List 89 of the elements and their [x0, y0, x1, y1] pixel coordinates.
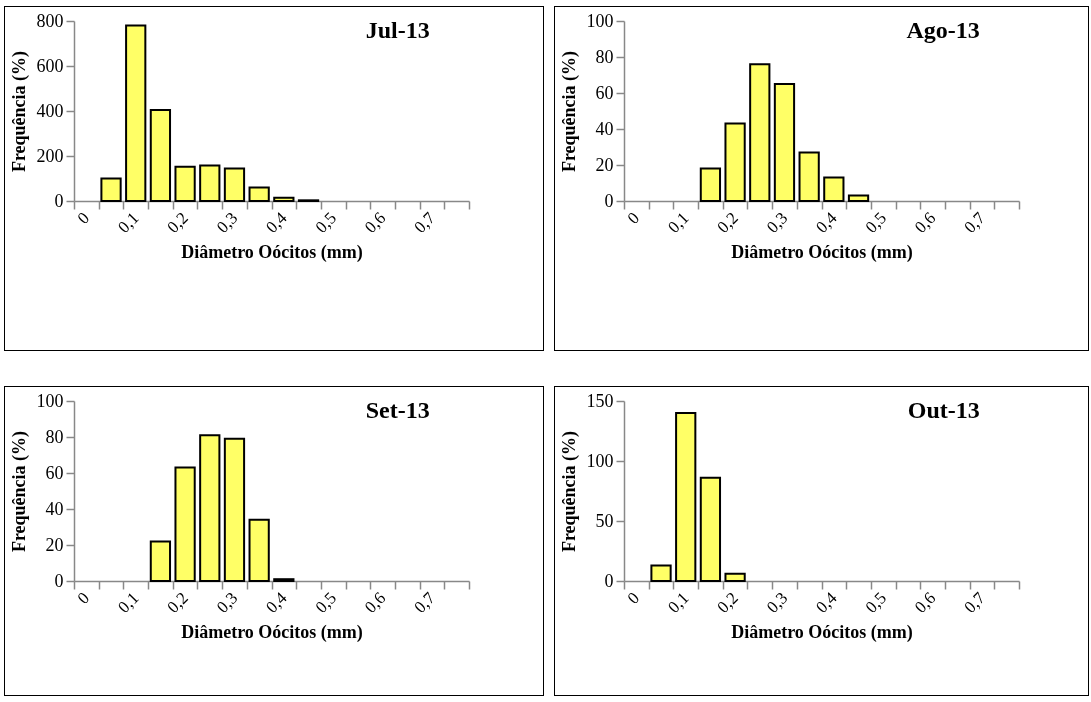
bar — [699, 167, 722, 202]
y-tick-label: 100 — [586, 10, 614, 31]
x-tick-label: 0,6 — [361, 208, 390, 237]
y-tick-label: 0 — [54, 570, 64, 591]
x-tick-label: 0,3 — [762, 208, 792, 237]
bar — [174, 165, 196, 202]
x-axis-title: Diâmetro Oócitos (mm) — [731, 622, 913, 644]
x-tick-label: 0,4 — [262, 208, 292, 237]
x-tick-label: 0,7 — [410, 588, 440, 617]
y-tick-label: 80 — [595, 46, 614, 67]
bar — [650, 564, 672, 582]
bar — [273, 196, 295, 202]
chart-title: Set-13 — [365, 397, 430, 423]
x-tick-label: 0,4 — [262, 588, 292, 617]
x-tick-label: 0,2 — [713, 208, 742, 237]
y-tick-label: 100 — [586, 450, 614, 471]
y-tick-label: 200 — [36, 145, 64, 166]
x-tick-label: 0,2 — [163, 208, 192, 237]
bar — [724, 572, 746, 582]
y-tick-label: 40 — [595, 118, 614, 139]
x-tick-label: 0,2 — [713, 588, 742, 617]
y-tick-label: 80 — [45, 426, 64, 447]
y-tick-label: 600 — [36, 55, 64, 76]
x-tick-label: 0,3 — [212, 208, 242, 237]
x-tick-label: 0 — [623, 208, 644, 228]
x-tick-label: 0,1 — [664, 208, 693, 237]
bar — [724, 122, 746, 202]
y-tick-label: 800 — [36, 10, 64, 31]
y-tick-label: 60 — [45, 462, 64, 483]
x-tick-label: 0,6 — [361, 588, 390, 617]
y-tick-label: 50 — [595, 510, 614, 531]
x-axis-title: Diâmetro Oócitos (mm) — [181, 242, 363, 264]
y-tick-label: 20 — [595, 154, 614, 175]
chart-title: Out-13 — [907, 397, 980, 423]
bar — [798, 151, 820, 202]
x-tick-label: 0,5 — [311, 208, 341, 237]
y-axis-title: Frequência (%) — [8, 430, 30, 553]
x-tick-label: 0,4 — [812, 208, 842, 237]
y-axis-title: Frequência (%) — [8, 50, 30, 173]
y-tick-label: 20 — [45, 534, 64, 555]
x-tick-label: 0,4 — [812, 588, 842, 617]
x-tick-label: 0,2 — [163, 588, 192, 617]
bar — [223, 167, 246, 202]
bar — [749, 63, 771, 202]
y-tick-label: 40 — [45, 498, 64, 519]
x-axis-title: Diâmetro Oócitos (mm) — [731, 242, 913, 264]
y-tick-label: 100 — [36, 390, 64, 411]
x-tick-label: 0 — [73, 588, 94, 608]
y-tick-label: 0 — [54, 190, 64, 211]
x-tick-label: 0,6 — [911, 588, 940, 617]
bar — [773, 83, 796, 202]
y-tick-label: 0 — [604, 570, 614, 591]
x-tick-label: 0,7 — [960, 588, 990, 617]
bar — [823, 176, 845, 202]
bar — [149, 108, 172, 202]
bar — [174, 466, 196, 582]
bar — [675, 412, 697, 582]
x-tick-label: 0 — [73, 208, 94, 228]
bar — [847, 194, 870, 202]
x-tick-label: 0,6 — [911, 208, 940, 237]
y-tick-label: 400 — [36, 100, 64, 121]
bar — [199, 434, 221, 582]
x-tick-label: 0,3 — [762, 588, 792, 617]
bar — [223, 437, 246, 582]
bar — [248, 186, 270, 202]
x-tick-label: 0,1 — [664, 588, 693, 617]
bar — [199, 164, 221, 202]
bar — [149, 540, 172, 582]
x-tick-label: 0,7 — [960, 208, 990, 237]
bar — [100, 177, 122, 202]
x-tick-label: 0,5 — [861, 588, 891, 617]
bar — [125, 24, 147, 202]
chart-title: Jul-13 — [365, 17, 430, 43]
y-axis-title: Frequência (%) — [558, 430, 580, 553]
x-tick-label: 0,7 — [410, 208, 440, 237]
bar — [248, 518, 270, 582]
y-tick-label: 0 — [604, 190, 614, 211]
x-tick-label: 0,5 — [861, 208, 891, 237]
chart-title: Ago-13 — [906, 17, 980, 43]
y-tick-label: 60 — [595, 82, 614, 103]
bar — [699, 476, 722, 582]
x-tick-label: 0,3 — [212, 588, 242, 617]
y-axis-title: Frequência (%) — [558, 50, 580, 173]
x-axis-title: Diâmetro Oócitos (mm) — [181, 622, 363, 644]
x-tick-label: 0,1 — [114, 588, 143, 617]
x-tick-label: 0 — [623, 588, 644, 608]
x-tick-label: 0,5 — [311, 588, 341, 617]
x-tick-label: 0,1 — [114, 208, 143, 237]
y-tick-label: 150 — [586, 390, 614, 411]
